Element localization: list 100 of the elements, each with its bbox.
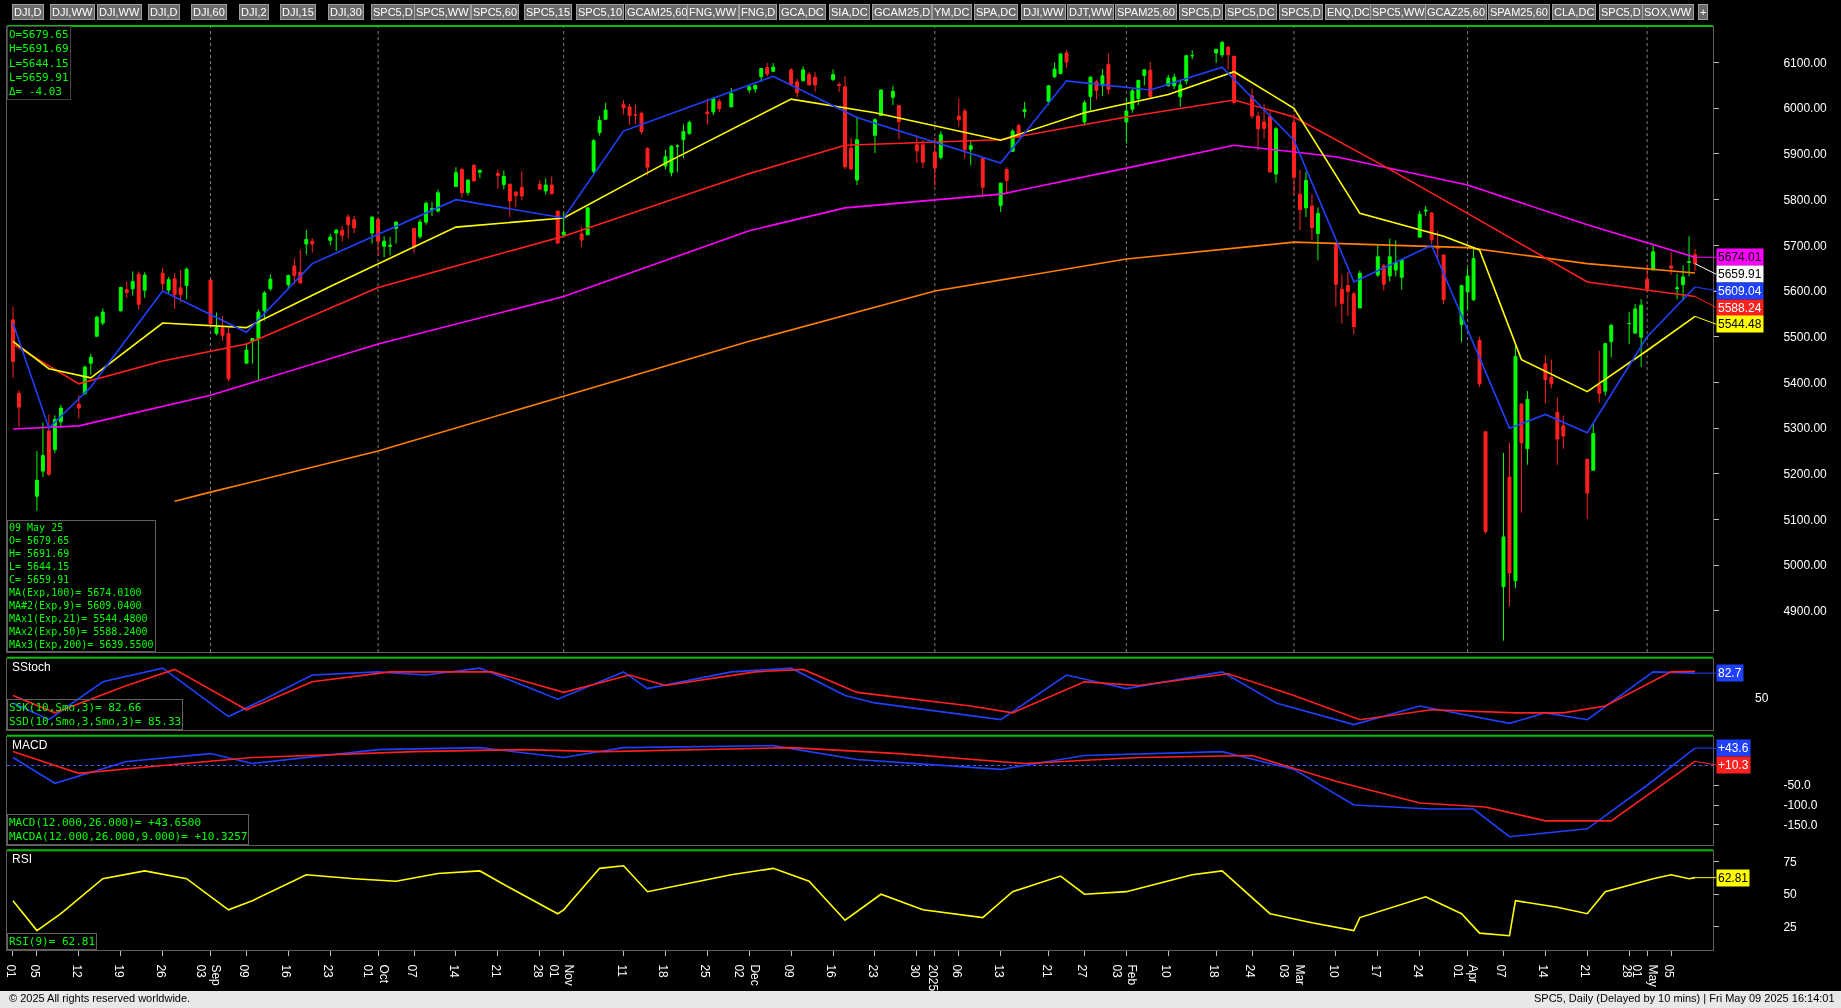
candlestick [1501,452,1506,642]
text: GCAM25,D [874,6,931,18]
annotation: L=5644.15 [9,56,69,70]
annotation: H= 5691.69 [9,548,70,559]
x-tick-label: 06 [949,964,964,979]
y-tick-label: 6000.00 [1783,101,1828,116]
candlestick [292,258,297,285]
candlestick [962,107,967,160]
x-tick-label: 05 [1662,964,1677,979]
candlestick [1268,110,1273,174]
candlestick [878,89,883,117]
x-tick-label: 14 [1536,964,1551,979]
candlestick [340,225,345,243]
x-tick-label: 26 [153,964,168,979]
candlestick [1142,69,1147,86]
text: DJT,WW [1069,6,1113,18]
candlestick [705,98,710,126]
candlestick [495,169,500,190]
y-tick-label: 5000.00 [1783,558,1828,573]
line-series [173,241,1696,503]
candlestick [1256,111,1261,151]
candlestick [436,189,440,213]
candlestick [262,290,267,322]
annotation: MA(Exp,100)= 5674.0100 [9,587,142,598]
x-tick-label: 12 [69,964,84,979]
candlestick [136,270,141,310]
candlestick [1399,258,1404,291]
x-tick-label: 21 [488,964,503,979]
candlestick [1519,403,1524,514]
candlestick [1339,274,1344,324]
candlestick [1669,252,1674,276]
candlestick [1381,263,1386,292]
candlestick [998,182,1003,213]
candlestick [453,166,458,187]
candlestick [591,138,596,176]
candlestick [837,81,842,93]
x-tick-label: Nov 01 [546,964,577,986]
candlestick [956,97,961,128]
candlestick [465,179,470,197]
candlestick [501,169,506,191]
x-tick-label: 09 [237,964,252,979]
candlestick [1184,54,1189,85]
candlestick [729,87,734,108]
y-tick-label: 5400.00 [1783,375,1828,390]
candlestick [1274,126,1278,184]
annotation: L=5659.91 [9,70,69,84]
annotation: MAx3(Exp,200)= 5639.5500 [9,639,154,650]
candlestick [1226,46,1231,71]
candlestick [873,117,877,154]
annotation: 5588.24 [1718,301,1762,315]
candlestick [88,353,93,376]
x-tick-label: 10 [1159,964,1174,979]
text: © 2025 All rights reserved worldwide. [9,992,191,1004]
annotation: Δ= -4.03 [9,85,62,99]
chart-title: SStoch [12,660,51,674]
text: DJI,WW [99,6,140,18]
x-tick-label: 07 [1494,964,1509,979]
candlestick [1423,205,1428,217]
y-tick-label: 5300.00 [1783,421,1828,436]
candlestick [1585,458,1590,520]
annotation: MACDA(12.000,26.000,9.000)= +10.3257 [9,830,248,844]
text: SPC5,60 [473,6,518,18]
candlestick [328,233,333,246]
y-tick-label: 5200.00 [1783,467,1828,482]
text: DJI,D [14,6,42,18]
candlestick [214,312,219,336]
candlestick [597,115,602,137]
candlestick [801,65,806,82]
candlestick [346,213,351,239]
annotation: +43.6 [1718,741,1749,755]
candlestick [1178,78,1183,108]
x-tick-label: 07 [405,964,420,979]
candlestick [40,422,45,478]
candlestick [46,413,51,477]
candlestick [118,286,123,313]
candlestick [1333,242,1338,308]
candlestick [980,158,985,197]
text: YM,DC [934,6,970,18]
candlestick [1687,235,1692,277]
candlestick [1345,271,1350,317]
candlestick [537,179,542,191]
candlestick [855,115,859,186]
candlestick [675,143,680,173]
y-tick-label: 5600.00 [1783,284,1828,299]
candlestick [759,68,764,83]
text: SPA,DC [976,6,1017,18]
x-tick-label: 24 [1243,964,1258,979]
text: 50 [1755,691,1769,705]
text: ENQ,DC [1327,6,1370,18]
candlestick [555,210,560,245]
x-tick-label: 18 [1207,964,1222,979]
candlestick [1214,48,1219,64]
candlestick [1309,193,1314,241]
candlestick [968,140,973,166]
y-tick-label: 5700.00 [1783,238,1828,253]
annotation: 62.81 [1718,871,1749,885]
candlestick [268,274,273,292]
candlestick [1100,68,1105,97]
text: SIA,DC [831,6,868,18]
candlestick [579,226,584,248]
